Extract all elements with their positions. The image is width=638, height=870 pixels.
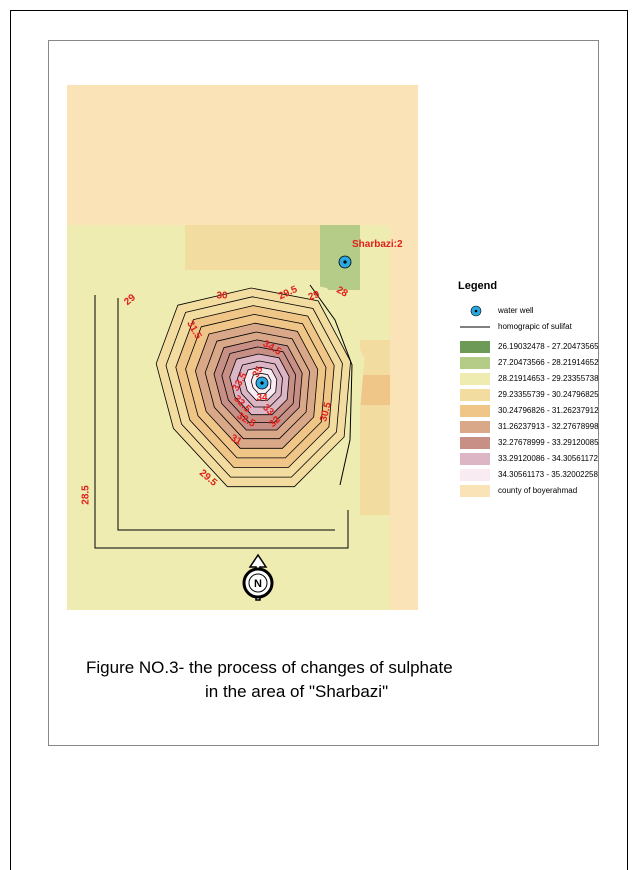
- legend-label: water well: [497, 306, 534, 315]
- cell: [360, 375, 390, 405]
- cell: [320, 225, 360, 290]
- legend-swatch: [460, 405, 490, 417]
- legend-swatch: [460, 421, 490, 433]
- caption-line: in the area of "Sharbazi": [205, 682, 388, 701]
- legend-label: 31.26237913 - 32.27678998: [498, 422, 599, 431]
- north-label: N: [254, 578, 262, 590]
- cell: [360, 340, 390, 375]
- legend-swatch: [460, 437, 490, 449]
- contour-label: 30: [216, 291, 228, 302]
- contours: [139, 273, 365, 503]
- contour-line: [309, 284, 353, 486]
- contour-label: 30.5: [318, 401, 334, 423]
- legend-label: 32.27678999 - 33.29120085: [498, 438, 599, 447]
- caption-line: Figure NO.3- the process of changes of s…: [86, 658, 453, 677]
- page-border: [10, 10, 628, 870]
- contour-label: 35: [251, 364, 266, 380]
- legend-swatch: [460, 357, 490, 369]
- cell: [360, 405, 390, 515]
- contour-line: [117, 298, 335, 531]
- legend-swatch: [460, 341, 490, 353]
- legend-swatch: [460, 485, 490, 497]
- contour-label: 34: [256, 393, 268, 404]
- legend-label: 34.30561173 - 35.32002258: [498, 470, 598, 479]
- legend-label: 29.23355739 - 30.24796825: [498, 390, 599, 399]
- legend-swatch: [460, 469, 490, 481]
- contour-label: 28.5: [81, 485, 92, 505]
- cell: [185, 225, 320, 270]
- legend-symbol: [474, 309, 478, 313]
- legend-title: Legend: [458, 280, 497, 292]
- legend-label: 33.29120086 - 34.30561172: [498, 454, 598, 463]
- legend-label: 26.19032478 - 27.20473565: [498, 342, 599, 351]
- legend-swatch: [460, 373, 490, 385]
- legend-label: 30.24796826 - 31.26237912: [498, 406, 599, 415]
- contour-line: [94, 295, 349, 549]
- legend-label: 27.20473566 - 28.21914652: [498, 358, 599, 367]
- legend-swatch: [460, 389, 490, 401]
- legend-label: county of boyerahmad: [498, 486, 577, 495]
- legend-swatch: [460, 453, 490, 465]
- water-well-dot: [260, 381, 264, 385]
- legend: water well homograpic of sulifat 26.190324…: [460, 305, 599, 497]
- legend-label: 28.21914653 - 29.23355738: [498, 374, 599, 383]
- well-label: Sharbazi:2: [352, 239, 403, 250]
- water-well-dot: [343, 260, 347, 264]
- contour-label: 31: [228, 433, 244, 448]
- contour-label: 28: [334, 285, 350, 300]
- contour-label: 29: [307, 289, 322, 303]
- legend-label: homograpic of sulifat: [498, 322, 573, 331]
- north-arrow: N: [242, 553, 274, 601]
